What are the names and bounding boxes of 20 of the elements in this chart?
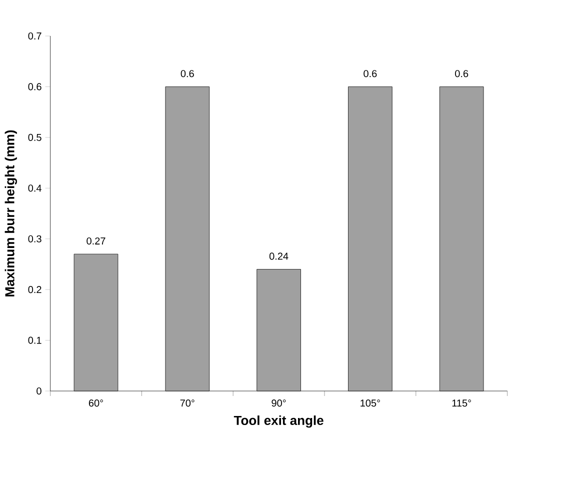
data-label: 0.27 [86,237,106,245]
y-tick-label: 0.6 [28,83,42,90]
y-tick-label: 0.1 [28,336,42,344]
x-tick-label: 115° [452,400,471,407]
data-label: 0.24 [269,252,288,260]
y-axis-title: Maximum burr height (mm) [4,130,18,296]
data-label: 0.6 [364,70,377,78]
y-tick-label: 0 [36,387,42,395]
x-tick-label: 70° [180,400,194,407]
x-tick-label: 90° [272,400,286,407]
y-tick-label: 0.2 [28,286,42,294]
x-tick-label: 60° [88,400,103,407]
y-tick-label: 0.4 [28,184,42,192]
y-tick-label: 0.7 [28,32,42,40]
y-tick-label: 0.5 [28,134,42,141]
x-axis-title: Tool exit angle [234,415,324,428]
x-tick-label: 105° [360,400,380,407]
y-tick-label: 0.3 [28,235,42,242]
data-label: 0.6 [180,70,194,78]
data-label: 0.6 [455,70,468,78]
